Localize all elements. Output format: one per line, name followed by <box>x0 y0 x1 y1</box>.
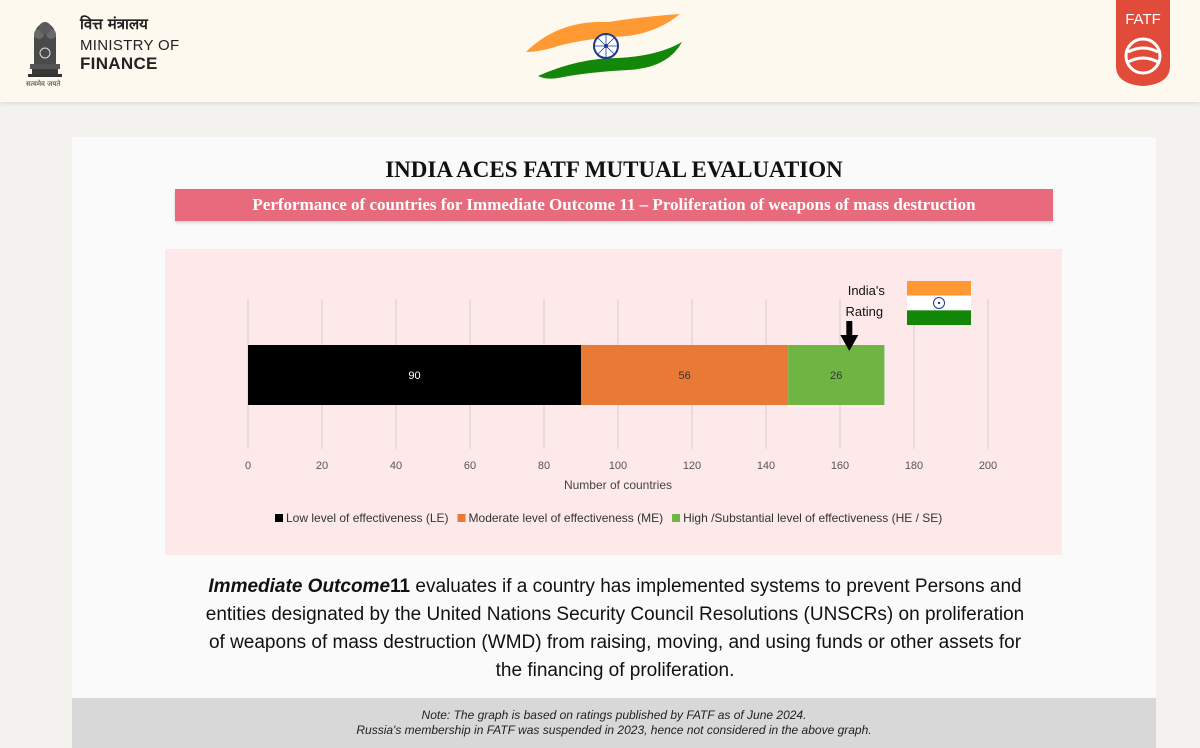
legend-label: High /Substantial level of effectiveness… <box>683 511 942 525</box>
chart-container: 0 20 40 60 80 100 120 140 160 180 200 90 56 26 Number … <box>165 249 1062 555</box>
x-tick-label: 80 <box>538 460 550 472</box>
note-line1: Note: The graph is based on ratings publ… <box>421 708 807 722</box>
ministry-name-line2: FINANCE <box>80 54 158 73</box>
subtitle-text: Performance of countries for Immediate O… <box>252 195 976 214</box>
motto-text: सत्यमेव जयते <box>26 80 61 88</box>
note-line2: Russia's membership in FATF was suspende… <box>356 723 872 737</box>
ministry-name-line1: MINISTRY OF <box>80 37 180 54</box>
annotation-line1: India's <box>848 283 886 298</box>
description-line3: of weapons of mass destruction (WMD) fro… <box>208 632 1022 653</box>
bar-segment-2 <box>788 345 885 405</box>
note-band: Note: The graph is based on ratings publ… <box>72 698 1156 748</box>
x-tick-label: 180 <box>905 460 923 472</box>
x-tick-label: 0 <box>245 460 251 472</box>
x-tick-label: 60 <box>464 460 476 472</box>
description-lead: Immediate Outcome <box>208 576 391 597</box>
bar-segment-0 <box>248 345 581 405</box>
x-tick-label: 200 <box>979 460 997 472</box>
x-tick-label: 20 <box>316 460 328 472</box>
main-title: INDIA ACES FATF MUTUAL EVALUATION <box>385 157 843 182</box>
annotation-arrow-shaft <box>846 321 853 335</box>
description-line4: the financing of proliferation. <box>495 660 735 681</box>
fatf-logo: FATF <box>1116 0 1170 86</box>
india-flag-logo <box>526 14 682 79</box>
annotation-arrow-icon <box>840 335 859 351</box>
x-tick-label: 140 <box>757 460 775 472</box>
subtitle-band: Performance of countries for Immediate O… <box>175 189 1053 221</box>
x-axis-label: Number of countries <box>564 478 672 492</box>
bar-data-label: 26 <box>830 370 842 382</box>
india-flag-saffron-band <box>907 281 971 296</box>
x-tick-label: 160 <box>831 460 849 472</box>
legend-swatch <box>275 514 283 522</box>
ministry-name-hindi: वित्त मंत्रालय <box>80 15 148 33</box>
bar-data-label: 56 <box>678 370 690 382</box>
legend-label: Low level of effectiveness (LE) <box>286 511 449 525</box>
bar-data-label: 90 <box>408 370 420 382</box>
x-tick-label: 40 <box>390 460 402 472</box>
ashoka-chakra-icon <box>933 297 945 309</box>
india-flag-green-band <box>907 310 971 325</box>
x-tick-label: 120 <box>683 460 701 472</box>
national-emblem-icon <box>28 22 62 77</box>
legend-label: Moderate level of effectiveness (ME) <box>469 511 664 525</box>
description-line1-rest: evaluates if a country has implemented s… <box>415 576 1022 597</box>
x-tick-label: 100 <box>609 460 627 472</box>
stacked-bar-chart: 0 20 40 60 80 100 120 140 160 180 200 90 56 26 Number … <box>245 281 997 525</box>
bar-segment-1 <box>581 345 789 405</box>
description-outcome-number: 11 <box>390 576 411 597</box>
legend-swatch <box>672 514 681 522</box>
description-line1: Immediate Outcome11 evaluates if a count… <box>150 573 1080 601</box>
description-line2: entities designated by the United Nation… <box>205 604 1025 625</box>
header: सत्यमेव जयते वित्त मंत्रालय MINISTRY OF … <box>0 0 1200 102</box>
ashoka-chakra-hub <box>937 301 941 305</box>
description-paragraph: Immediate Outcome11 evaluates if a count… <box>150 573 1080 685</box>
annotation-line2: Rating <box>846 304 884 319</box>
legend-swatch <box>457 514 466 522</box>
fatf-logo-text: FATF <box>1125 11 1161 28</box>
